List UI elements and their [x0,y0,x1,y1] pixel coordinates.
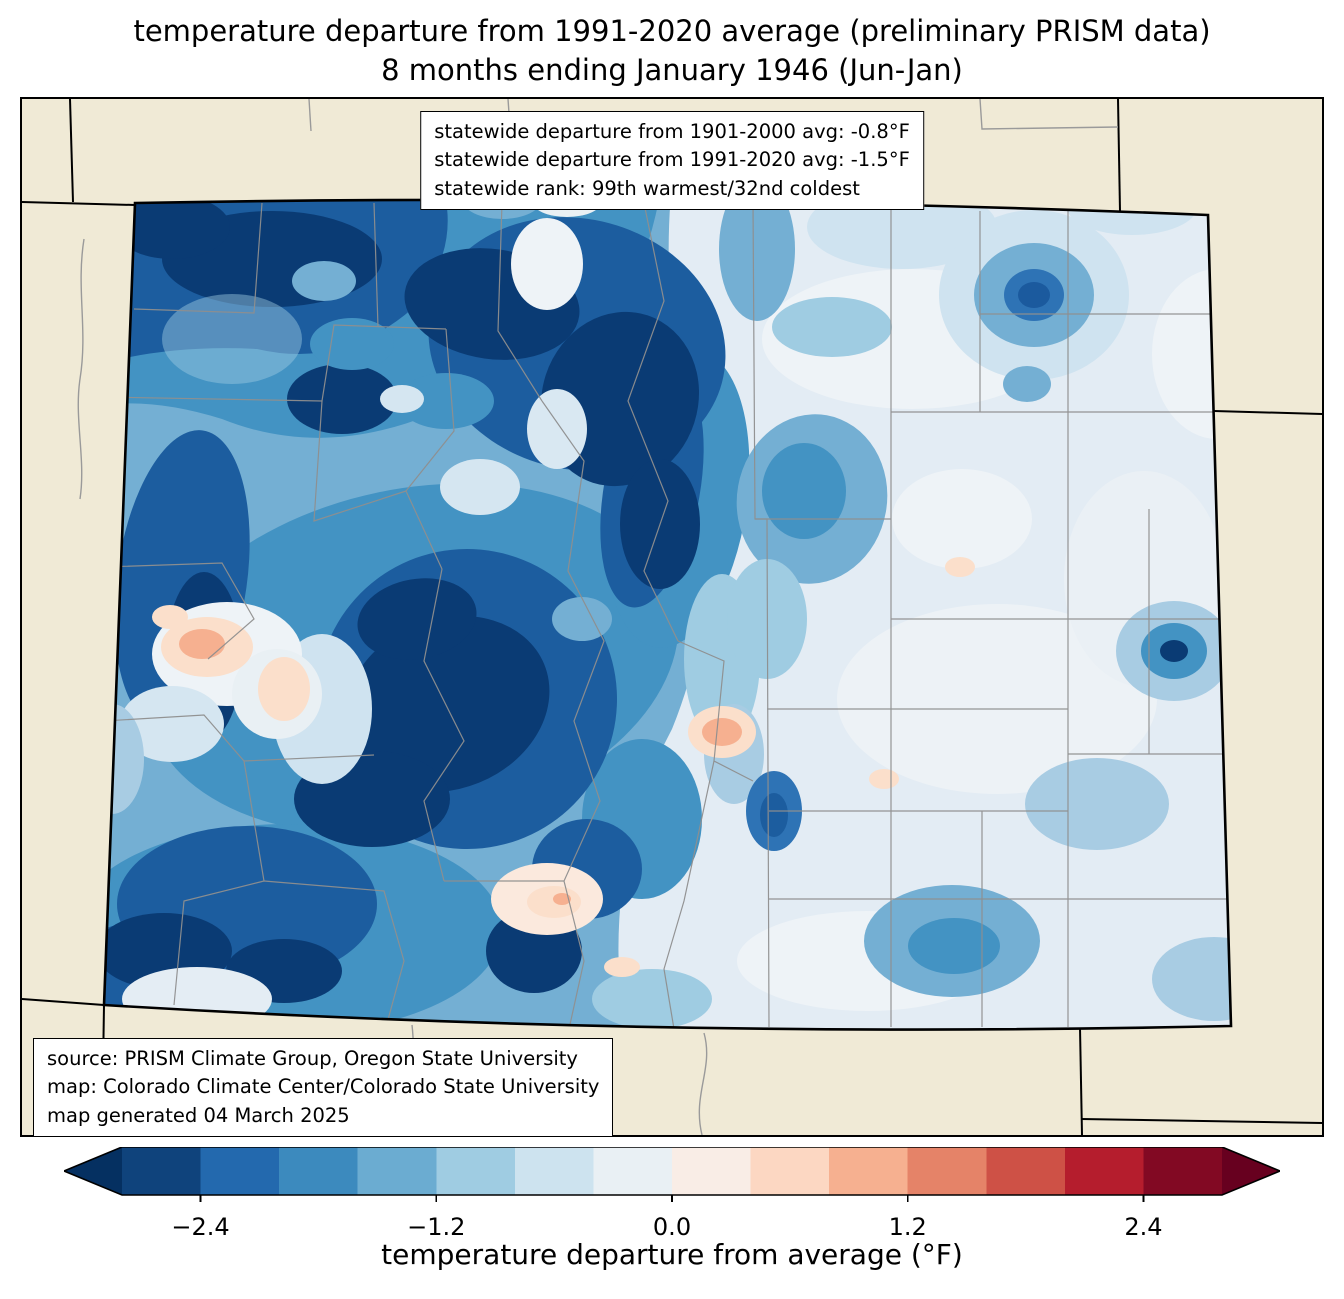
colorbar-band [907,1147,987,1195]
colorbar-band [829,1147,909,1195]
colorbar-band [672,1147,752,1195]
stats-line-1: statewide departure from 1901-2000 avg: … [434,120,910,143]
colorbar-tick-label: 0.0 [652,1213,692,1241]
colorbar-band [514,1147,595,1195]
colorbar-bands [122,1147,1223,1195]
colorbar-band [122,1147,202,1195]
colorbar-band [200,1147,280,1195]
stats-line-2: statewide departure from 1991-2020 avg: … [434,148,910,172]
colorbar-tick-label: −2.4 [171,1213,230,1241]
colorbar-band [986,1147,1066,1195]
colorbar-tick-marks [199,1195,1145,1202]
colorbar: −2.4 −1.2 0.0 1.2 2.4 [61,1146,1283,1245]
colorbar-band [1064,1147,1145,1195]
colorbar-svg [61,1146,1283,1202]
colorado-map [22,99,1322,1135]
colorbar-band [279,1147,359,1195]
colorbar-band [436,1147,516,1195]
title-line-2: 8 months ending January 1946 (Jun-Jan) [381,52,963,87]
colorbar-label: temperature departure from average (°F) [381,1238,963,1271]
source-line-2: map: Colorado Climate Center/Colorado St… [47,1075,600,1099]
source-line-1: source: PRISM Climate Group, Oregon Stat… [47,1047,578,1070]
source-line-3: map generated 04 March 2025 [47,1103,350,1127]
colorbar-tick-label: 1.2 [888,1213,927,1241]
temperature-field [104,199,1231,1030]
colorbar-band [593,1147,673,1195]
title-line-1: temperature departure from 1991-2020 ave… [133,14,1211,48]
colorbar-tick-label: 2.4 [1124,1213,1163,1241]
colorbar-tick-label: −1.2 [407,1213,466,1241]
source-box: source: PRISM Climate Group, Oregon Stat… [33,1038,614,1137]
colorbar-band [750,1147,830,1195]
stats-line-3: statewide rank: 99th warmest/32nd coldes… [434,176,860,200]
neighbor-state-borders [22,99,1322,1135]
county-boundaries [104,202,1231,1030]
map-axes: statewide departure from 1901-2000 avg: … [20,97,1324,1137]
stats-box: statewide departure from 1901-2000 avg: … [420,111,924,210]
colorbar-band [357,1147,437,1195]
colorbar-over-arrow [1222,1147,1280,1195]
colorbar-band [1143,1147,1223,1195]
colorbar-under-arrow [64,1147,122,1195]
colorbar-tick-labels: −2.4 −1.2 0.0 1.2 2.4 [64,1209,1280,1245]
figure-title: temperature departure from 1991-2020 ave… [0,12,1344,89]
